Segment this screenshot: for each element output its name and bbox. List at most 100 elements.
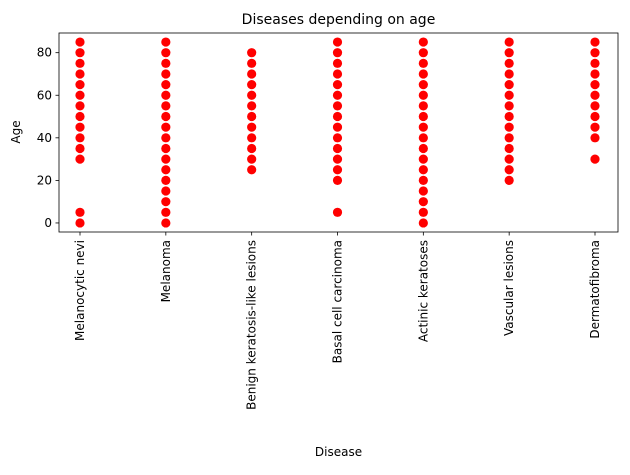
point-vascular-lesions-70 [504,69,514,79]
point-actinic-keratoses-75 [418,58,428,68]
y-tick-label-20: 20 [37,173,52,187]
point-benign-keratosis-like-lesions-45 [247,122,257,132]
point-basal-cell-carcinoma-20 [332,175,343,185]
point-melanoma-20 [161,175,171,185]
point-basal-cell-carcinoma-45 [332,122,343,132]
point-vascular-lesions-40 [504,133,514,143]
point-actinic-keratoses-30 [418,154,428,164]
point-melanocytic-nevi-65 [75,80,85,90]
point-actinic-keratoses-20 [418,175,428,185]
point-melanocytic-nevi-55 [75,101,85,111]
point-dermatofibroma-55 [590,101,600,111]
point-melanocytic-nevi-40 [75,133,85,143]
point-dermatofibroma-40 [590,133,600,143]
point-benign-keratosis-like-lesions-55 [247,101,257,111]
point-vascular-lesions-30 [504,154,514,164]
point-dermatofibroma-70 [590,69,600,79]
x-axis-ticks: Melanocytic nevi Melanoma Benign keratosis… [73,232,602,410]
point-benign-keratosis-like-lesions-65 [247,80,257,90]
point-melanoma-75 [161,58,171,68]
point-actinic-keratoses-60 [418,90,428,100]
point-vascular-lesions-80 [504,48,514,58]
point-dermatofibroma-30 [590,154,600,164]
point-actinic-keratoses-50 [418,111,428,122]
point-benign-keratosis-like-lesions-40 [247,133,257,143]
point-dermatofibroma-75 [590,58,600,68]
x-tick-label-benign-keratosis-like-lesions: Benign keratosis-like lesions [245,240,259,410]
point-melanocytic-nevi-45 [75,122,85,132]
y-axis-ticks: 0 20 40 60 80 [37,46,59,230]
point-melanoma-80 [161,48,171,58]
x-tick-label-vascular-lesions: Vascular lesions [502,240,516,336]
point-dermatofibroma-80 [590,48,600,58]
point-actinic-keratoses-40 [418,133,428,143]
point-vascular-lesions-85 [504,37,514,47]
point-basal-cell-carcinoma-30 [332,154,343,164]
point-vascular-lesions-65 [504,80,514,90]
point-actinic-keratoses-65 [418,80,428,90]
y-axis-label: Age [9,120,23,143]
point-melanoma-0 [161,218,171,228]
point-benign-keratosis-like-lesions-30 [247,154,257,164]
point-actinic-keratoses-45 [418,122,428,132]
point-melanoma-85 [161,37,171,47]
point-vascular-lesions-35 [504,143,514,154]
point-dermatofibroma-45 [590,122,600,132]
point-actinic-keratoses-85 [418,37,428,47]
point-basal-cell-carcinoma-85 [332,37,343,47]
chart-title: Diseases depending on age [242,12,436,28]
point-basal-cell-carcinoma-25 [332,165,343,175]
point-actinic-keratoses-35 [418,143,428,154]
point-benign-keratosis-like-lesions-75 [247,58,257,68]
point-vascular-lesions-75 [504,58,514,68]
point-actinic-keratoses-25 [418,165,428,175]
point-actinic-keratoses-55 [418,101,428,111]
point-melanoma-5 [161,207,171,217]
x-tick-label-actinic-keratoses: Actinic keratoses [416,240,430,342]
point-actinic-keratoses-5 [418,207,428,217]
point-basal-cell-carcinoma-40 [332,133,343,143]
point-actinic-keratoses-15 [418,186,428,196]
point-vascular-lesions-25 [504,165,514,175]
point-dermatofibroma-85 [590,37,600,47]
point-benign-keratosis-like-lesions-80 [247,48,257,58]
y-tick-label-60: 60 [37,88,52,102]
point-vascular-lesions-55 [504,101,514,111]
point-basal-cell-carcinoma-5 [332,207,343,217]
plot-frame [58,32,619,233]
point-actinic-keratoses-10 [418,197,428,207]
point-actinic-keratoses-80 [418,48,428,58]
point-basal-cell-carcinoma-50 [332,111,343,122]
point-basal-cell-carcinoma-75 [332,58,343,68]
point-melanocytic-nevi-85 [75,37,85,47]
point-dermatofibroma-65 [590,80,600,90]
point-vascular-lesions-60 [504,90,514,100]
point-melanocytic-nevi-35 [75,143,85,154]
point-actinic-keratoses-0 [418,218,428,228]
point-melanoma-65 [161,80,171,90]
point-melanoma-10 [161,197,171,207]
point-benign-keratosis-like-lesions-25 [247,165,257,175]
x-tick-label-dermatofibroma: Dermatofibroma [588,240,602,339]
y-tick-label-40: 40 [37,131,52,145]
data-points [75,37,600,228]
point-vascular-lesions-45 [504,122,514,132]
x-tick-label-melanocytic-nevi: Melanocytic nevi [73,240,87,341]
point-dermatofibroma-60 [590,90,600,100]
x-tick-label-melanoma: Melanoma [159,240,173,302]
point-melanocytic-nevi-5 [75,207,85,217]
point-melanoma-50 [161,111,171,122]
point-basal-cell-carcinoma-70 [332,69,343,79]
point-vascular-lesions-20 [504,175,514,185]
point-benign-keratosis-like-lesions-60 [247,90,257,100]
point-melanocytic-nevi-80 [75,48,85,58]
y-tick-label-0: 0 [44,216,52,230]
point-melanocytic-nevi-50 [75,111,85,122]
point-benign-keratosis-like-lesions-70 [247,69,257,79]
point-melanoma-60 [161,90,171,100]
point-melanoma-40 [161,133,171,143]
point-basal-cell-carcinoma-60 [332,90,343,100]
point-melanocytic-nevi-60 [75,90,85,100]
point-melanoma-30 [161,154,171,164]
